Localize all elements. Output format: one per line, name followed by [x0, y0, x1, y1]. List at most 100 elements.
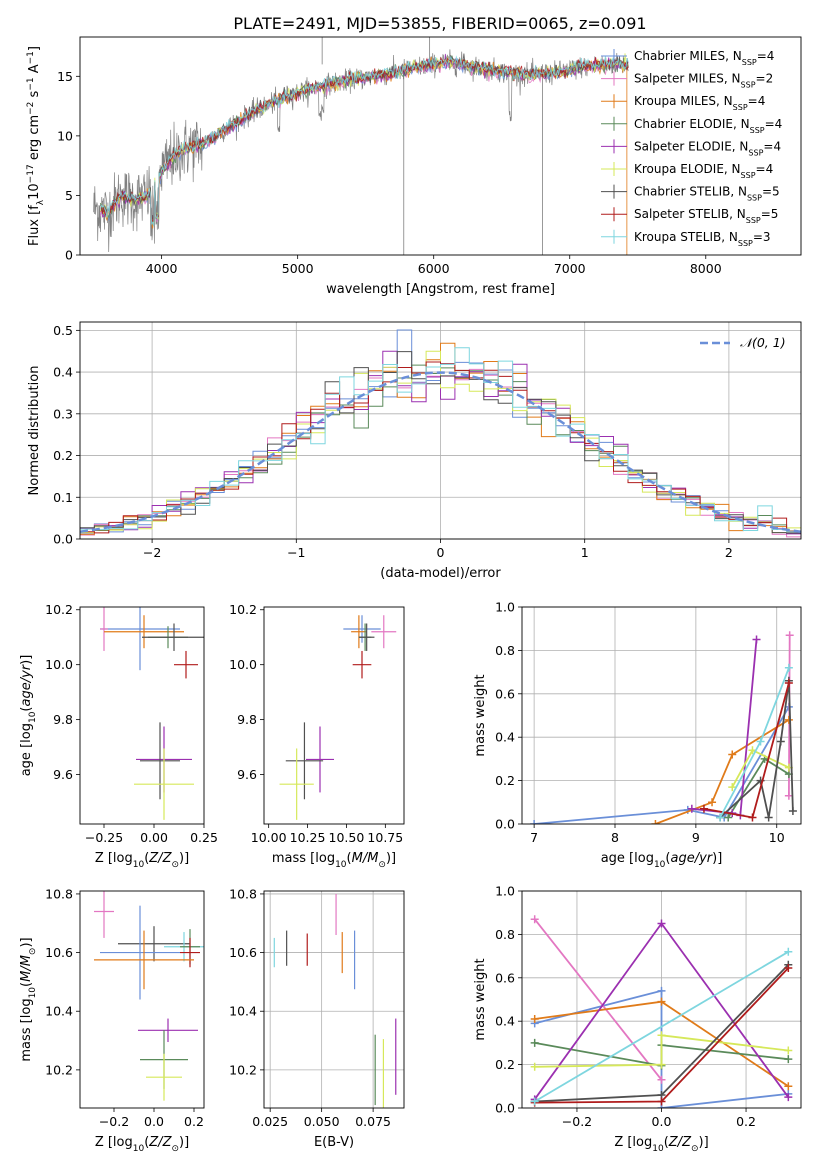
legend-label: Kroupa STELIB, NSSP=3 — [634, 230, 771, 248]
x-tick-label: 5000 — [282, 261, 314, 276]
x-axis-label-part: age/yr — [670, 851, 713, 866]
y-tick-label: 15 — [57, 69, 73, 84]
plot-area — [279, 615, 397, 820]
errorbar-point — [306, 726, 334, 793]
x-axis-label-part: Z [log — [95, 851, 133, 866]
y-tick-label: 10.6 — [45, 945, 73, 960]
weight-series-line — [534, 706, 790, 824]
y-tick-label: 10.2 — [229, 602, 257, 617]
legend-label: Kroupa MILES, NSSP=4 — [634, 94, 765, 112]
y-tick-label: 10.8 — [45, 886, 73, 901]
errorbar-point — [352, 650, 372, 679]
legend-text: =4 — [765, 117, 783, 131]
errorbar-point — [174, 650, 198, 679]
plot-area — [94, 891, 204, 1101]
x-axis-label-part: Z/Z — [148, 851, 172, 866]
x-tick-label: −0.25 — [85, 830, 123, 845]
weight-point-marker — [785, 631, 794, 640]
errorbar-point — [100, 607, 108, 651]
x-tick-label: −0.2 — [562, 1114, 592, 1129]
y-axis-label: mass [log10(M/M⊙)] — [19, 937, 38, 1061]
errorbar-point — [100, 905, 180, 1000]
axes-frame — [79, 321, 802, 540]
y-tick-label: 10 — [57, 128, 73, 143]
errorbar-point — [358, 623, 375, 651]
weight-point-marker — [657, 986, 666, 995]
weight-point-marker — [687, 804, 696, 813]
weight-point-marker — [530, 1015, 539, 1024]
legend-text: Salpeter MILES, N — [634, 72, 741, 86]
y-tick-label: 0.6 — [495, 686, 515, 701]
y-tick-label: 0.8 — [495, 643, 515, 658]
plot-area — [80, 329, 801, 538]
y-tick-label: 10.8 — [229, 886, 257, 901]
x-axis-label-part: ⊙ — [171, 860, 179, 870]
legend-subscript: SSP — [733, 103, 748, 112]
histogram-series — [80, 351, 801, 534]
x-tick-label: −1 — [287, 545, 305, 560]
weight-point-marker — [699, 804, 708, 813]
weight-point-marker — [764, 813, 773, 822]
model-spectrum-line — [99, 55, 629, 227]
x-tick-label: 0.075 — [355, 1114, 391, 1129]
x-tick-label: −0.2 — [99, 1114, 129, 1129]
y-axis-label-part: mass [log — [19, 998, 34, 1061]
y-tick-label: 0.5 — [53, 323, 73, 338]
panel-spectrum: 4000 5000 6000 7000 8000 0 5 10 15 wavelength [An… — [26, 36, 802, 297]
y-axis-label-part: −2 — [26, 102, 36, 115]
plot-area — [273, 893, 397, 1108]
y-tick-label: 0.1 — [53, 490, 73, 505]
y-axis-label: mass weight — [473, 674, 488, 756]
legend-label: Chabrier MILES, NSSP=4 — [634, 49, 774, 67]
weight-point-marker — [788, 806, 797, 815]
y-tick-label: 10.6 — [229, 945, 257, 960]
y-axis-label-part: 10 — [28, 711, 38, 723]
x-axis-label: Z [log10(Z/Z⊙)] — [95, 851, 189, 870]
panel-mass-vs-EBV: 0.025 0.050 0.075 10.2 10.4 10.6 10.8 E(B-V) — [229, 886, 405, 1150]
y-axis-label-part: ( — [19, 707, 34, 712]
x-tick-label: 10.00 — [251, 830, 287, 845]
legend-label: Salpeter MILES, NSSP=2 — [634, 72, 773, 90]
y-axis-label-part: −1 — [26, 51, 36, 64]
weight-point-marker — [784, 1046, 793, 1055]
x-tick-label: 4000 — [146, 261, 178, 276]
errorbar-point — [180, 937, 200, 968]
errorbar-point — [146, 1053, 182, 1101]
panel-age-vs-mass: 10.00 10.25 10.50 10.75 9.6 9.8 10.0 10.2 mass [… — [229, 602, 405, 870]
y-tick-label: 0.2 — [495, 1057, 515, 1072]
weight-point-marker — [784, 964, 793, 973]
x-axis-label-part: )] — [179, 1135, 189, 1150]
y-tick-label: 9.6 — [237, 767, 257, 782]
y-tick-label: 10.0 — [229, 657, 257, 672]
legend-text: =5 — [761, 207, 779, 221]
y-tick-label: 0 — [65, 248, 73, 263]
axes-frame — [263, 890, 405, 1109]
histogram-series — [80, 350, 801, 534]
axes-frame — [79, 36, 802, 256]
x-tick-label: 0.025 — [252, 1114, 288, 1129]
errorbar-point — [134, 748, 194, 820]
y-axis-label-part: −1 — [26, 77, 36, 90]
legend-text: =2 — [756, 72, 774, 86]
weight-point-marker — [530, 1038, 539, 1047]
x-axis-label-part: 10 — [654, 860, 666, 870]
legend-subscript: SSP — [746, 216, 761, 225]
y-tick-label: 10.2 — [229, 1062, 257, 1077]
x-tick-label: 2 — [725, 545, 733, 560]
y-tick-label: 0.2 — [53, 448, 73, 463]
legend-subscript: SSP — [747, 193, 762, 202]
normal-reference-curve — [80, 371, 801, 533]
errorbar-point — [100, 607, 180, 671]
x-axis-label: E(B-V) — [314, 1135, 354, 1150]
y-tick-label: 5 — [65, 188, 73, 203]
x-axis-label-part: ⊙ — [691, 1144, 699, 1154]
errorbar-point — [118, 926, 190, 962]
y-axis-label-part: λ — [36, 199, 46, 205]
weight-point-marker — [657, 1097, 666, 1106]
x-tick-label: 0.2 — [184, 1114, 204, 1129]
y-axis-label-part: A — [27, 64, 42, 77]
weight-point-marker — [776, 737, 785, 746]
legend-label: Kroupa ELODIE, NSSP=4 — [634, 162, 773, 180]
panel-residuals: −2 −1 0 1 2 0.0 0.1 0.2 0.3 0.4 0.5 (data-model)/er… — [27, 321, 802, 581]
